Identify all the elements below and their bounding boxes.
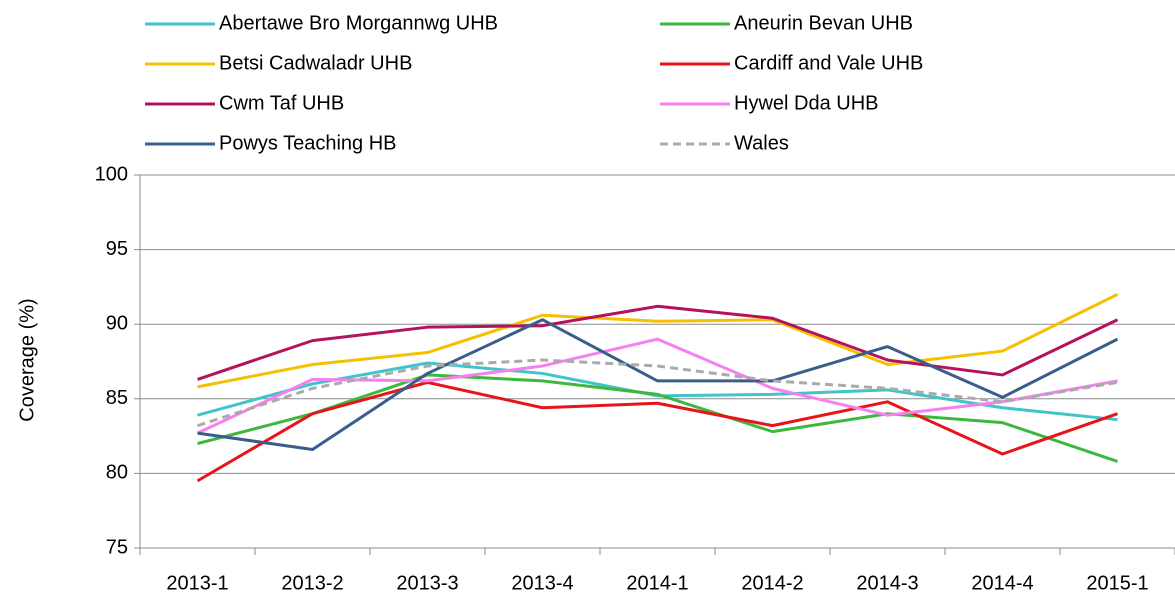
series-line <box>196 380 1118 483</box>
legend-label: Betsi Cadwaladr UHB <box>219 52 412 74</box>
x-tick-label: 2013-3 <box>396 572 458 594</box>
legend-label: Wales <box>734 132 789 154</box>
legend-label: Aneurin Bevan UHB <box>734 12 913 34</box>
series-line <box>197 293 1119 389</box>
x-tick-label: 2014-2 <box>741 572 803 594</box>
y-tick-label: 75 <box>106 536 128 558</box>
x-tick-label: 2014-1 <box>626 572 688 594</box>
y-tick-label: 80 <box>106 462 128 484</box>
x-tick-label: 2013-1 <box>166 572 228 594</box>
y-tick-label: 95 <box>106 238 128 260</box>
legend-label: Abertawe Bro Morgannwg UHB <box>219 12 498 34</box>
x-tick-label: 2015-1 <box>1086 572 1148 594</box>
x-tick-label: 2013-2 <box>281 572 343 594</box>
legend-label: Cwm Taf UHB <box>219 92 344 114</box>
series-line <box>197 304 1119 381</box>
series-line <box>197 318 1119 452</box>
y-tick-label: 100 <box>95 163 128 185</box>
y-axis-label: Coverage (%) <box>16 298 38 421</box>
legend-label: Hywel Dda UHB <box>734 92 878 114</box>
y-tick-label: 90 <box>106 312 128 334</box>
series-line <box>197 373 1118 463</box>
legend-label: Powys Teaching HB <box>219 132 397 154</box>
x-tick-label: 2013-4 <box>511 572 573 594</box>
x-tick-label: 2014-4 <box>971 572 1033 594</box>
legend-label: Cardiff and Vale UHB <box>734 52 923 74</box>
series-line <box>197 358 1118 428</box>
y-tick-label: 85 <box>106 387 128 409</box>
x-tick-label: 2014-3 <box>856 572 918 594</box>
